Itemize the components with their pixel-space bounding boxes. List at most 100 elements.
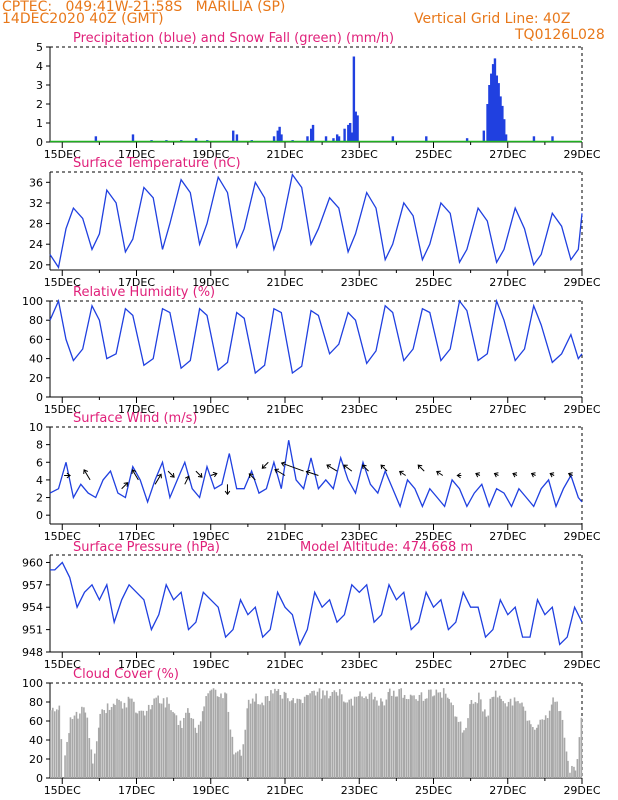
cloud-bar — [127, 696, 130, 778]
cloud-bar — [348, 699, 351, 778]
cloud-bar — [442, 688, 445, 778]
wind-arrow — [530, 472, 536, 478]
wind-arrow — [274, 468, 286, 476]
cloud-bar — [235, 752, 237, 778]
cloud-bar — [157, 695, 159, 778]
wind-arrow-head — [280, 461, 286, 467]
precip-bar — [343, 128, 346, 142]
wind-arrow-head — [436, 470, 441, 476]
wind-arrow-head — [261, 464, 267, 469]
cloud-bar — [147, 704, 150, 778]
series-line — [49, 298, 583, 375]
precip-bar — [501, 105, 504, 142]
cloud-bar — [120, 701, 122, 778]
cloud-bar — [474, 702, 477, 778]
x-tick-label: 17DEC — [118, 276, 155, 289]
date-header: 14DEC2020 40Z (GMT) — [2, 11, 164, 27]
cloud-bar — [151, 704, 153, 778]
cloud-bar — [550, 704, 553, 778]
x-tick-label: 23DEC — [341, 658, 378, 671]
y-tick-label: 100 — [22, 677, 43, 690]
model-id-header: TQ0126L028 — [515, 27, 605, 43]
cloud-bar — [199, 721, 202, 778]
y-tick-label: 36 — [29, 176, 43, 189]
cloud-bar — [357, 696, 360, 778]
wind-arrow-shaft — [362, 464, 369, 472]
wind-arrow-head — [475, 472, 480, 478]
cloud-bar — [224, 692, 226, 778]
wind-arrow — [64, 472, 71, 479]
wind-arrow-head — [361, 464, 367, 470]
y-tick-label: 100 — [22, 295, 43, 308]
cloud-bar — [383, 705, 386, 778]
cloud-bar — [298, 698, 301, 778]
panel-title: Precipitation (blue) and Snow Fall (gree… — [73, 31, 394, 46]
x-tick-label: 19DEC — [192, 530, 229, 543]
cloud-bar — [138, 710, 141, 778]
x-tick-label: 15DEC — [44, 276, 81, 289]
cloud-bar — [539, 719, 542, 778]
y-tick-label: 32 — [29, 197, 43, 210]
x-tick-label: 23DEC — [341, 403, 378, 416]
cloud-bar — [135, 712, 137, 778]
cloud-bar — [225, 693, 228, 778]
cloud-bar — [363, 697, 365, 778]
precip-bar — [497, 83, 500, 142]
cloud-bar — [388, 688, 391, 778]
cloud-bar — [291, 700, 293, 778]
wind-arrow-shaft — [436, 471, 444, 476]
cloud-bar — [517, 701, 519, 778]
x-tick-label: 15DEC — [44, 530, 81, 543]
wind-arrow — [210, 471, 218, 478]
cloud-bar — [524, 710, 527, 778]
cloud-bar — [576, 759, 579, 778]
precip-bar — [490, 73, 493, 142]
cloud-bar — [277, 689, 280, 778]
y-tick-label: 6 — [36, 456, 43, 469]
cloud-bar — [69, 717, 72, 778]
cloud-bar — [294, 703, 297, 778]
y-tick-label: 60 — [29, 333, 43, 346]
wind-arrow — [167, 470, 175, 478]
location-header: CPTEC: 049:41W-21:58S MARILIA (SP) — [2, 0, 286, 15]
precip-bar — [532, 136, 536, 142]
cloud-bar — [244, 729, 247, 778]
x-tick-label: 27DEC — [489, 784, 526, 797]
cloud-bar — [95, 741, 98, 778]
cloud-bar — [402, 697, 404, 778]
wind-arrow-head — [493, 472, 499, 478]
cloud-bar — [569, 772, 571, 778]
wind-arrow — [361, 464, 369, 472]
cloud-bar — [190, 718, 193, 778]
cloud-bar — [86, 717, 89, 778]
x-tick-label: 23DEC — [341, 276, 378, 289]
cloud-bar — [289, 701, 291, 778]
cloud-bar — [292, 698, 295, 778]
cloud-bar — [558, 711, 560, 778]
cloud-bar — [331, 691, 334, 778]
cloud-bar — [185, 712, 187, 778]
precip-bar — [131, 134, 135, 142]
cloud-bar — [299, 699, 302, 778]
cloud-bar — [108, 709, 111, 778]
cloud-bars — [50, 688, 583, 778]
cloud-bar — [212, 688, 215, 778]
cloud-bar — [392, 690, 395, 778]
wind-arrow-head — [123, 482, 129, 487]
cloud-bar — [365, 696, 367, 778]
cloud-bar — [563, 737, 566, 778]
y-tick-label: 20 — [29, 753, 43, 766]
cloud-bar — [318, 688, 321, 778]
wind-arrow — [195, 470, 203, 478]
cloud-bar — [346, 702, 349, 778]
cloud-bar — [56, 709, 58, 778]
wind-arrow-head — [212, 471, 218, 478]
cloud-bar — [528, 720, 531, 778]
cloud-bar — [105, 713, 107, 778]
panel-title: Surface Pressure (hPa) — [73, 540, 220, 555]
cloud-bar — [556, 701, 558, 778]
precip-bar — [499, 96, 502, 142]
series-line — [50, 561, 583, 647]
cloud-bar — [110, 707, 113, 778]
cloud-bar — [97, 727, 100, 778]
